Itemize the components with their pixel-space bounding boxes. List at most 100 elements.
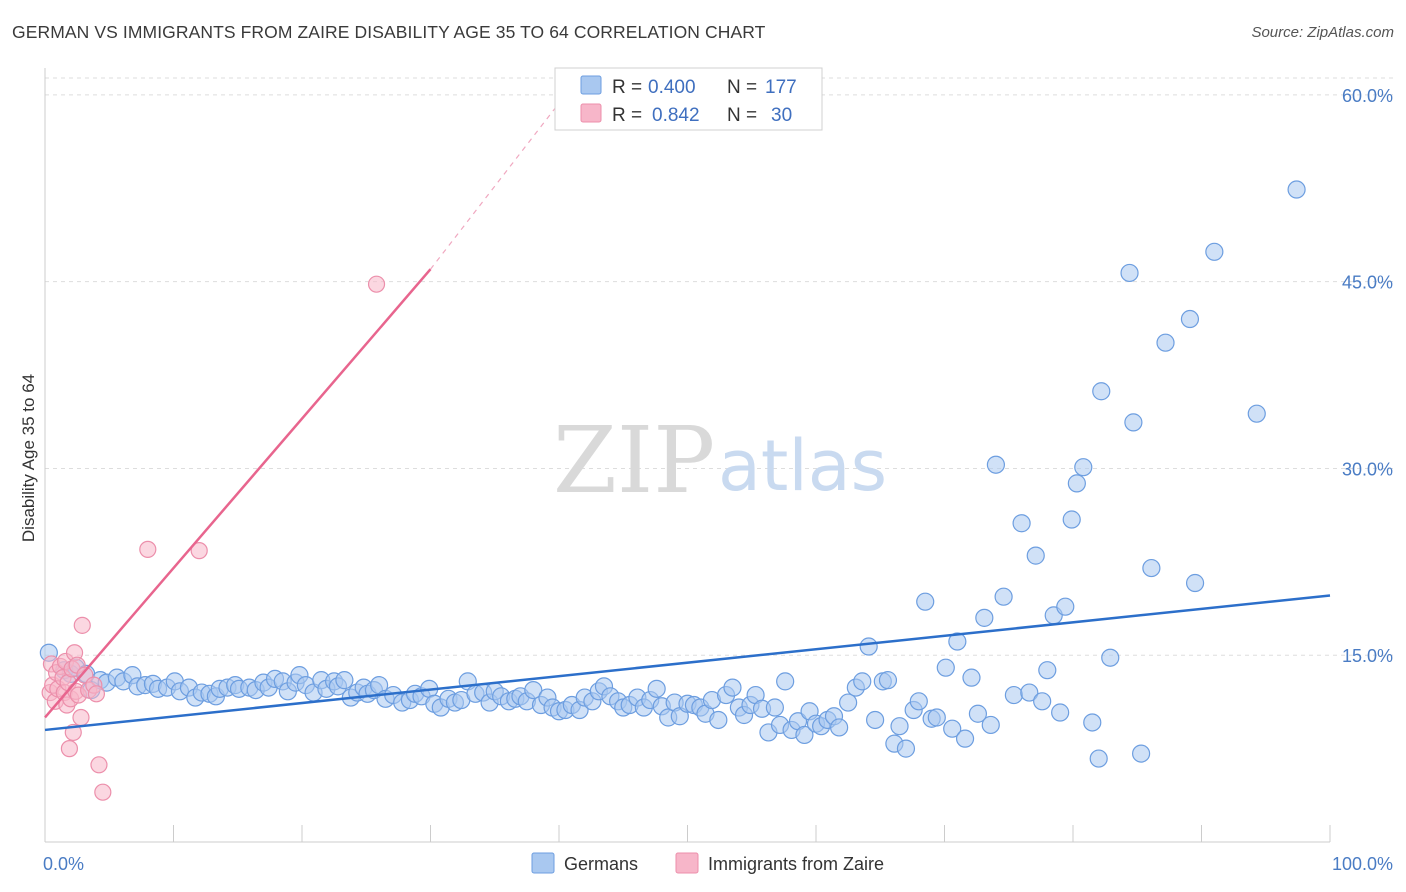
germans-point — [1074, 458, 1093, 477]
germans-point — [878, 671, 898, 690]
zaire-point — [139, 540, 157, 558]
y-tick-label: 45.0% — [1342, 273, 1393, 293]
bottom-legend: Germans Immigrants from Zaire — [531, 852, 884, 874]
germans-point — [955, 729, 975, 748]
germans-point — [1026, 546, 1045, 565]
legend-swatch-germans — [580, 75, 602, 95]
germans-point — [1185, 573, 1205, 593]
legend-zaire-n-label: N = — [727, 105, 757, 126]
legend-zaire-r-label: R = — [612, 105, 642, 126]
watermark-zip: ZIP — [553, 407, 715, 514]
series-zaire — [41, 275, 386, 801]
germans-point — [1089, 749, 1108, 768]
germans-point — [962, 668, 981, 687]
zaire-point — [190, 542, 208, 560]
source-credit: Source: ZipAtlas.com — [1251, 24, 1394, 41]
germans-point — [943, 719, 962, 738]
germans-trend-line — [44, 594, 1331, 732]
germans-point — [1033, 692, 1052, 711]
y-tick-label: 30.0% — [1342, 459, 1393, 479]
germans-point — [890, 717, 909, 736]
bottom-legend-germans: Germans — [564, 854, 638, 874]
germans-point — [765, 698, 784, 717]
watermark: ZIP atlas — [553, 407, 887, 514]
zaire-point — [73, 616, 91, 634]
germans-point — [524, 680, 543, 700]
germans-point — [1062, 510, 1081, 529]
legend-box: R = 0.400 N = 177 R = 0.842 N = 30 — [554, 67, 823, 131]
germans-point — [1142, 558, 1161, 578]
germans-point — [948, 632, 967, 651]
x-tick-label-min: 0.0% — [43, 854, 84, 874]
germans-point — [1012, 514, 1031, 533]
germans-point — [1004, 685, 1023, 705]
germans-point — [647, 679, 666, 698]
grid-lines — [45, 77, 1394, 656]
germans-point — [839, 693, 858, 712]
zaire-trend-line — [44, 268, 432, 719]
germans-point — [853, 672, 872, 691]
legend-zaire-n-value: 30 — [771, 105, 792, 126]
germans-point — [994, 587, 1013, 606]
germans-point — [986, 455, 1006, 474]
germans-point — [1247, 404, 1266, 423]
germans-point — [830, 718, 849, 737]
germans-point — [975, 608, 994, 627]
zaire-trend-extension — [430, 94, 566, 270]
germans-point — [1132, 744, 1151, 763]
zaire-point — [60, 740, 79, 758]
germans-point — [968, 704, 988, 723]
germans-point — [1156, 333, 1175, 352]
zaire-point — [94, 783, 112, 801]
bottom-legend-swatch-germans — [531, 852, 555, 874]
bottom-legend-swatch-zaire — [675, 852, 699, 874]
germans-point — [1205, 242, 1224, 261]
trend-lines — [44, 94, 1331, 732]
legend-germans-r-label: R = — [612, 77, 642, 98]
germans-point — [1101, 648, 1120, 667]
zaire-point — [72, 708, 90, 727]
germans-point — [909, 692, 928, 711]
germans-point — [1180, 309, 1200, 329]
germans-point — [859, 637, 878, 656]
legend-germans-n-value: 177 — [765, 77, 797, 98]
germans-point — [1092, 382, 1111, 401]
germans-point — [866, 710, 885, 730]
germans-point — [1056, 597, 1075, 616]
chart-title: GERMAN VS IMMIGRANTS FROM ZAIRE DISABILI… — [12, 22, 766, 42]
germans-point — [936, 658, 955, 677]
germans-point — [1287, 180, 1306, 199]
germans-point — [1067, 474, 1086, 493]
germans-point — [1051, 703, 1070, 722]
germans-point — [723, 678, 742, 697]
germans-point — [981, 715, 1000, 735]
germans-point — [1083, 713, 1102, 732]
y-tick-label: 15.0% — [1342, 646, 1393, 666]
germans-point — [1038, 661, 1057, 680]
germans-point — [1020, 683, 1039, 702]
x-tick-labels: 0.0% 100.0% — [43, 854, 1393, 874]
zaire-point — [87, 685, 106, 703]
axes — [44, 68, 1331, 843]
germans-point — [776, 672, 795, 691]
y-axis-title: Disability Age 35 to 64 — [19, 374, 38, 542]
y-tick-labels: 15.0% 30.0% 45.0% 60.0% — [1342, 86, 1393, 666]
germans-point — [709, 710, 728, 730]
y-tick-label: 60.0% — [1342, 86, 1393, 106]
germans-point — [335, 671, 354, 690]
bottom-legend-zaire: Immigrants from Zaire — [708, 854, 884, 874]
watermark-atlas: atlas — [718, 425, 887, 507]
germans-point — [896, 739, 916, 758]
germans-point — [927, 708, 946, 727]
series-germans — [39, 180, 1306, 768]
germans-point — [795, 725, 814, 745]
zaire-point — [90, 756, 108, 774]
legend-germans-r-value: 0.400 — [648, 77, 696, 98]
legend-germans-n-label: N = — [727, 77, 757, 98]
legend-swatch-zaire — [580, 103, 602, 123]
germans-point — [916, 592, 935, 611]
x-tick-label-max: 100.0% — [1332, 854, 1393, 874]
germans-point — [1120, 263, 1139, 283]
germans-point — [1124, 413, 1143, 432]
